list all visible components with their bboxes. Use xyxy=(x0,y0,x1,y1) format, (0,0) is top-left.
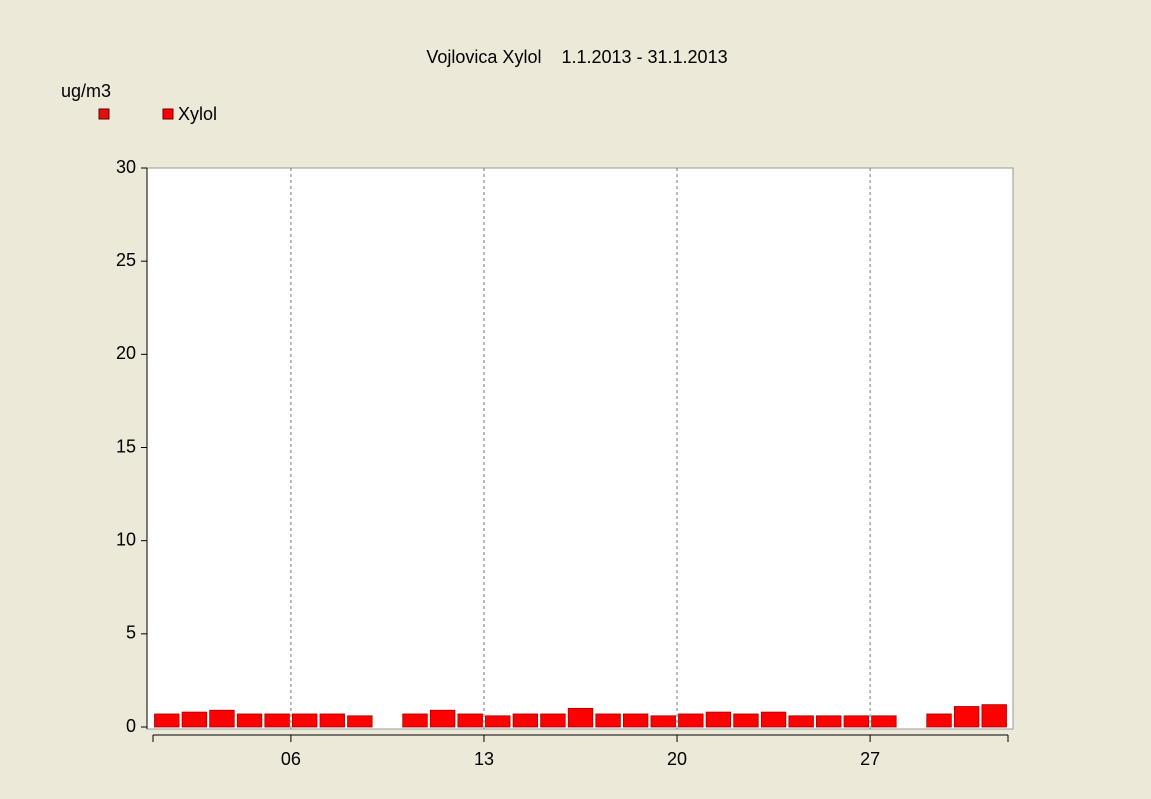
x-tick-label: 06 xyxy=(281,749,301,769)
bar xyxy=(236,713,263,728)
bar xyxy=(319,713,345,728)
y-tick-label: 15 xyxy=(116,436,136,456)
bar xyxy=(953,706,980,728)
bar xyxy=(705,711,732,728)
bar xyxy=(485,715,511,728)
y-tick-label: 0 xyxy=(126,716,136,736)
bar xyxy=(595,713,621,728)
x-tick-label: 20 xyxy=(667,749,687,769)
bar xyxy=(540,713,566,728)
legend-swatch xyxy=(162,108,174,120)
bar xyxy=(181,711,208,728)
bar xyxy=(512,713,539,728)
bar xyxy=(788,715,814,728)
bar xyxy=(981,704,1007,728)
chart-title: Vojlovica Xylol 1.1.2013 - 31.1.2013 xyxy=(426,47,727,67)
x-tick-label: 13 xyxy=(474,749,494,769)
bar xyxy=(871,715,897,728)
bar xyxy=(760,711,787,728)
bar xyxy=(843,715,869,728)
y-axis-label: ug/m3 xyxy=(61,81,111,101)
y-tick-label: 30 xyxy=(116,157,136,177)
y-tick-label: 25 xyxy=(116,250,136,270)
bar xyxy=(733,713,759,728)
legend-label: Xylol xyxy=(178,104,217,124)
bar xyxy=(622,713,649,728)
bar xyxy=(926,713,952,728)
bar xyxy=(154,713,180,728)
bar xyxy=(816,715,842,728)
bar xyxy=(402,713,428,728)
bar xyxy=(264,713,290,728)
plot-area xyxy=(146,167,1014,730)
x-tick-label: 27 xyxy=(860,749,880,769)
bar xyxy=(347,715,373,728)
legend-swatch-unit xyxy=(98,108,110,120)
bar xyxy=(429,709,456,728)
bar xyxy=(292,713,318,728)
y-tick-label: 5 xyxy=(126,623,136,643)
bar xyxy=(457,713,483,728)
bar xyxy=(678,713,704,728)
y-tick-label: 10 xyxy=(116,529,136,549)
bar xyxy=(650,715,676,728)
y-tick-label: 20 xyxy=(116,343,136,363)
bar xyxy=(567,707,594,728)
bar xyxy=(209,709,235,728)
